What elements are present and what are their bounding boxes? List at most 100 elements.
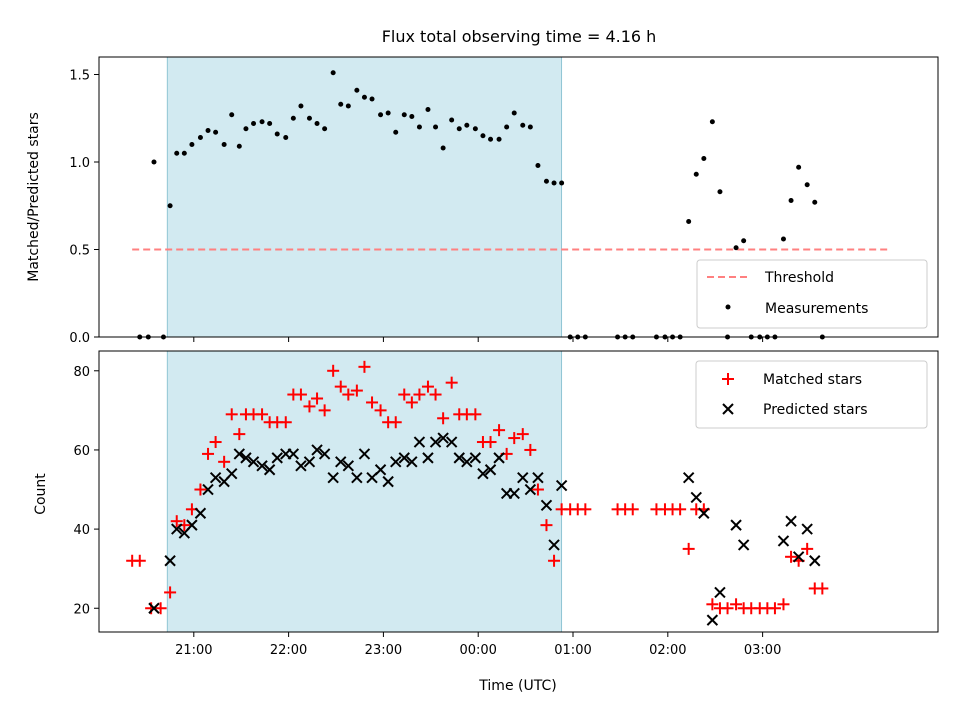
predicted-stars-point	[263, 464, 276, 476]
ratio-y-axis: 0.0 0.5 1.0 1.5	[69, 69, 99, 346]
predicted-stars-point	[287, 448, 300, 460]
matched-stars-point	[706, 598, 719, 611]
matched-stars-point	[256, 408, 269, 421]
predicted-stars-point	[437, 432, 449, 444]
predicted-stars-point	[730, 519, 742, 531]
matched-stars-point	[421, 380, 434, 393]
measurement-point	[298, 103, 304, 109]
matched-stars-point	[516, 428, 529, 441]
measurement-point	[409, 114, 415, 119]
predicted-stars-point	[318, 448, 331, 460]
matched-stars-point	[194, 483, 207, 496]
measurement-point	[189, 142, 195, 147]
measurement-point	[314, 121, 320, 126]
predicted-stars-point	[477, 467, 489, 480]
predicted-stars-point	[295, 460, 307, 472]
measurement-point	[433, 124, 439, 130]
measurement-point	[733, 245, 739, 251]
matched-stars-point	[154, 602, 167, 615]
matched-stars-point	[327, 364, 340, 377]
predicted-stars-point	[327, 471, 339, 484]
measurement-point	[167, 203, 173, 209]
predicted-stars-point	[342, 460, 355, 472]
predicted-stars-point	[202, 483, 214, 496]
predicted-stars-point	[311, 444, 323, 456]
predicted-stars-point	[256, 460, 268, 472]
predicted-stars-point	[374, 464, 387, 476]
matched-stars-point	[437, 412, 450, 425]
predicted-stars-point	[240, 452, 252, 464]
matched-stars-point	[674, 503, 687, 516]
measurement-point	[236, 143, 242, 149]
matched-stars-point	[218, 455, 231, 468]
matched-stars-point	[133, 554, 146, 567]
predicted-stars-point	[247, 456, 260, 468]
predicted-stars-point	[461, 456, 473, 468]
matched-stars-point	[484, 436, 497, 449]
matched-stars-point	[429, 388, 442, 401]
measurement-point	[229, 112, 235, 118]
x-tick-label: 03:00	[744, 643, 781, 658]
x-tick-label: 23:00	[365, 643, 402, 658]
y-tick-label: 1.0	[69, 156, 90, 171]
predicted-stars-point	[785, 515, 797, 527]
matched-stars-series	[126, 360, 829, 615]
matched-stars-point	[398, 388, 411, 401]
count-legend: Matched stars Predicted stars	[695, 360, 928, 429]
measurement-point	[197, 135, 203, 140]
measurement-point	[354, 87, 360, 93]
measurement-point	[717, 189, 723, 195]
measurement-point	[213, 129, 219, 135]
predicted-stars-point	[186, 519, 198, 531]
matched-stars-point	[768, 602, 781, 615]
measurement-point	[796, 164, 802, 170]
predicted-stars-point	[358, 448, 371, 460]
matched-stars-point	[548, 554, 561, 567]
measurement-point	[267, 121, 273, 126]
matched-stars-point	[816, 582, 829, 595]
measurement-point	[174, 150, 180, 156]
ratio-panel-frame	[98, 56, 939, 338]
matched-stars-point	[801, 542, 814, 555]
measurement-point	[543, 178, 549, 184]
measurement-point	[425, 107, 431, 112]
measurement-point	[520, 122, 526, 128]
measurement-point	[243, 126, 249, 132]
measurement-point	[251, 121, 257, 126]
predicted-stars-point	[194, 507, 207, 519]
matched-stars-point	[311, 392, 324, 405]
predicted-stars-point	[682, 471, 695, 484]
matched-stars-point	[785, 550, 798, 563]
matched-stars-point	[164, 586, 177, 599]
measurement-point	[780, 236, 786, 242]
measurement-point	[416, 124, 422, 130]
predicted-stars-point	[540, 499, 553, 512]
measurement-point	[741, 238, 747, 244]
predicted-stars-point	[532, 471, 544, 484]
predicted-stars-point	[524, 483, 537, 496]
matched-stars-point	[366, 396, 379, 409]
predicted-stars-point	[382, 475, 394, 488]
matched-stars-point	[469, 408, 482, 421]
measurement-point	[504, 124, 510, 130]
measurement-point	[369, 96, 375, 102]
matched-stars-point	[730, 598, 743, 611]
matched-stars-point	[579, 503, 592, 516]
matched-stars-point	[294, 388, 307, 401]
predicted-stars-point	[271, 452, 283, 464]
predicted-stars-point	[809, 555, 821, 567]
matched-stars-point	[777, 598, 790, 611]
predicted-stars-point	[493, 452, 505, 464]
predicted-stars-series	[148, 432, 821, 626]
predicted-stars-point	[422, 452, 434, 464]
predicted-stars-point	[801, 523, 813, 535]
count-x-axis-label: Time (UTC)	[478, 678, 556, 694]
x-tick-label: 01:00	[554, 643, 591, 658]
measurement-point	[151, 159, 157, 165]
matched-stars-point	[682, 542, 695, 555]
legend-matched-label: Matched stars	[763, 372, 862, 388]
measurements-series	[137, 70, 825, 340]
measurement-point	[385, 110, 391, 116]
